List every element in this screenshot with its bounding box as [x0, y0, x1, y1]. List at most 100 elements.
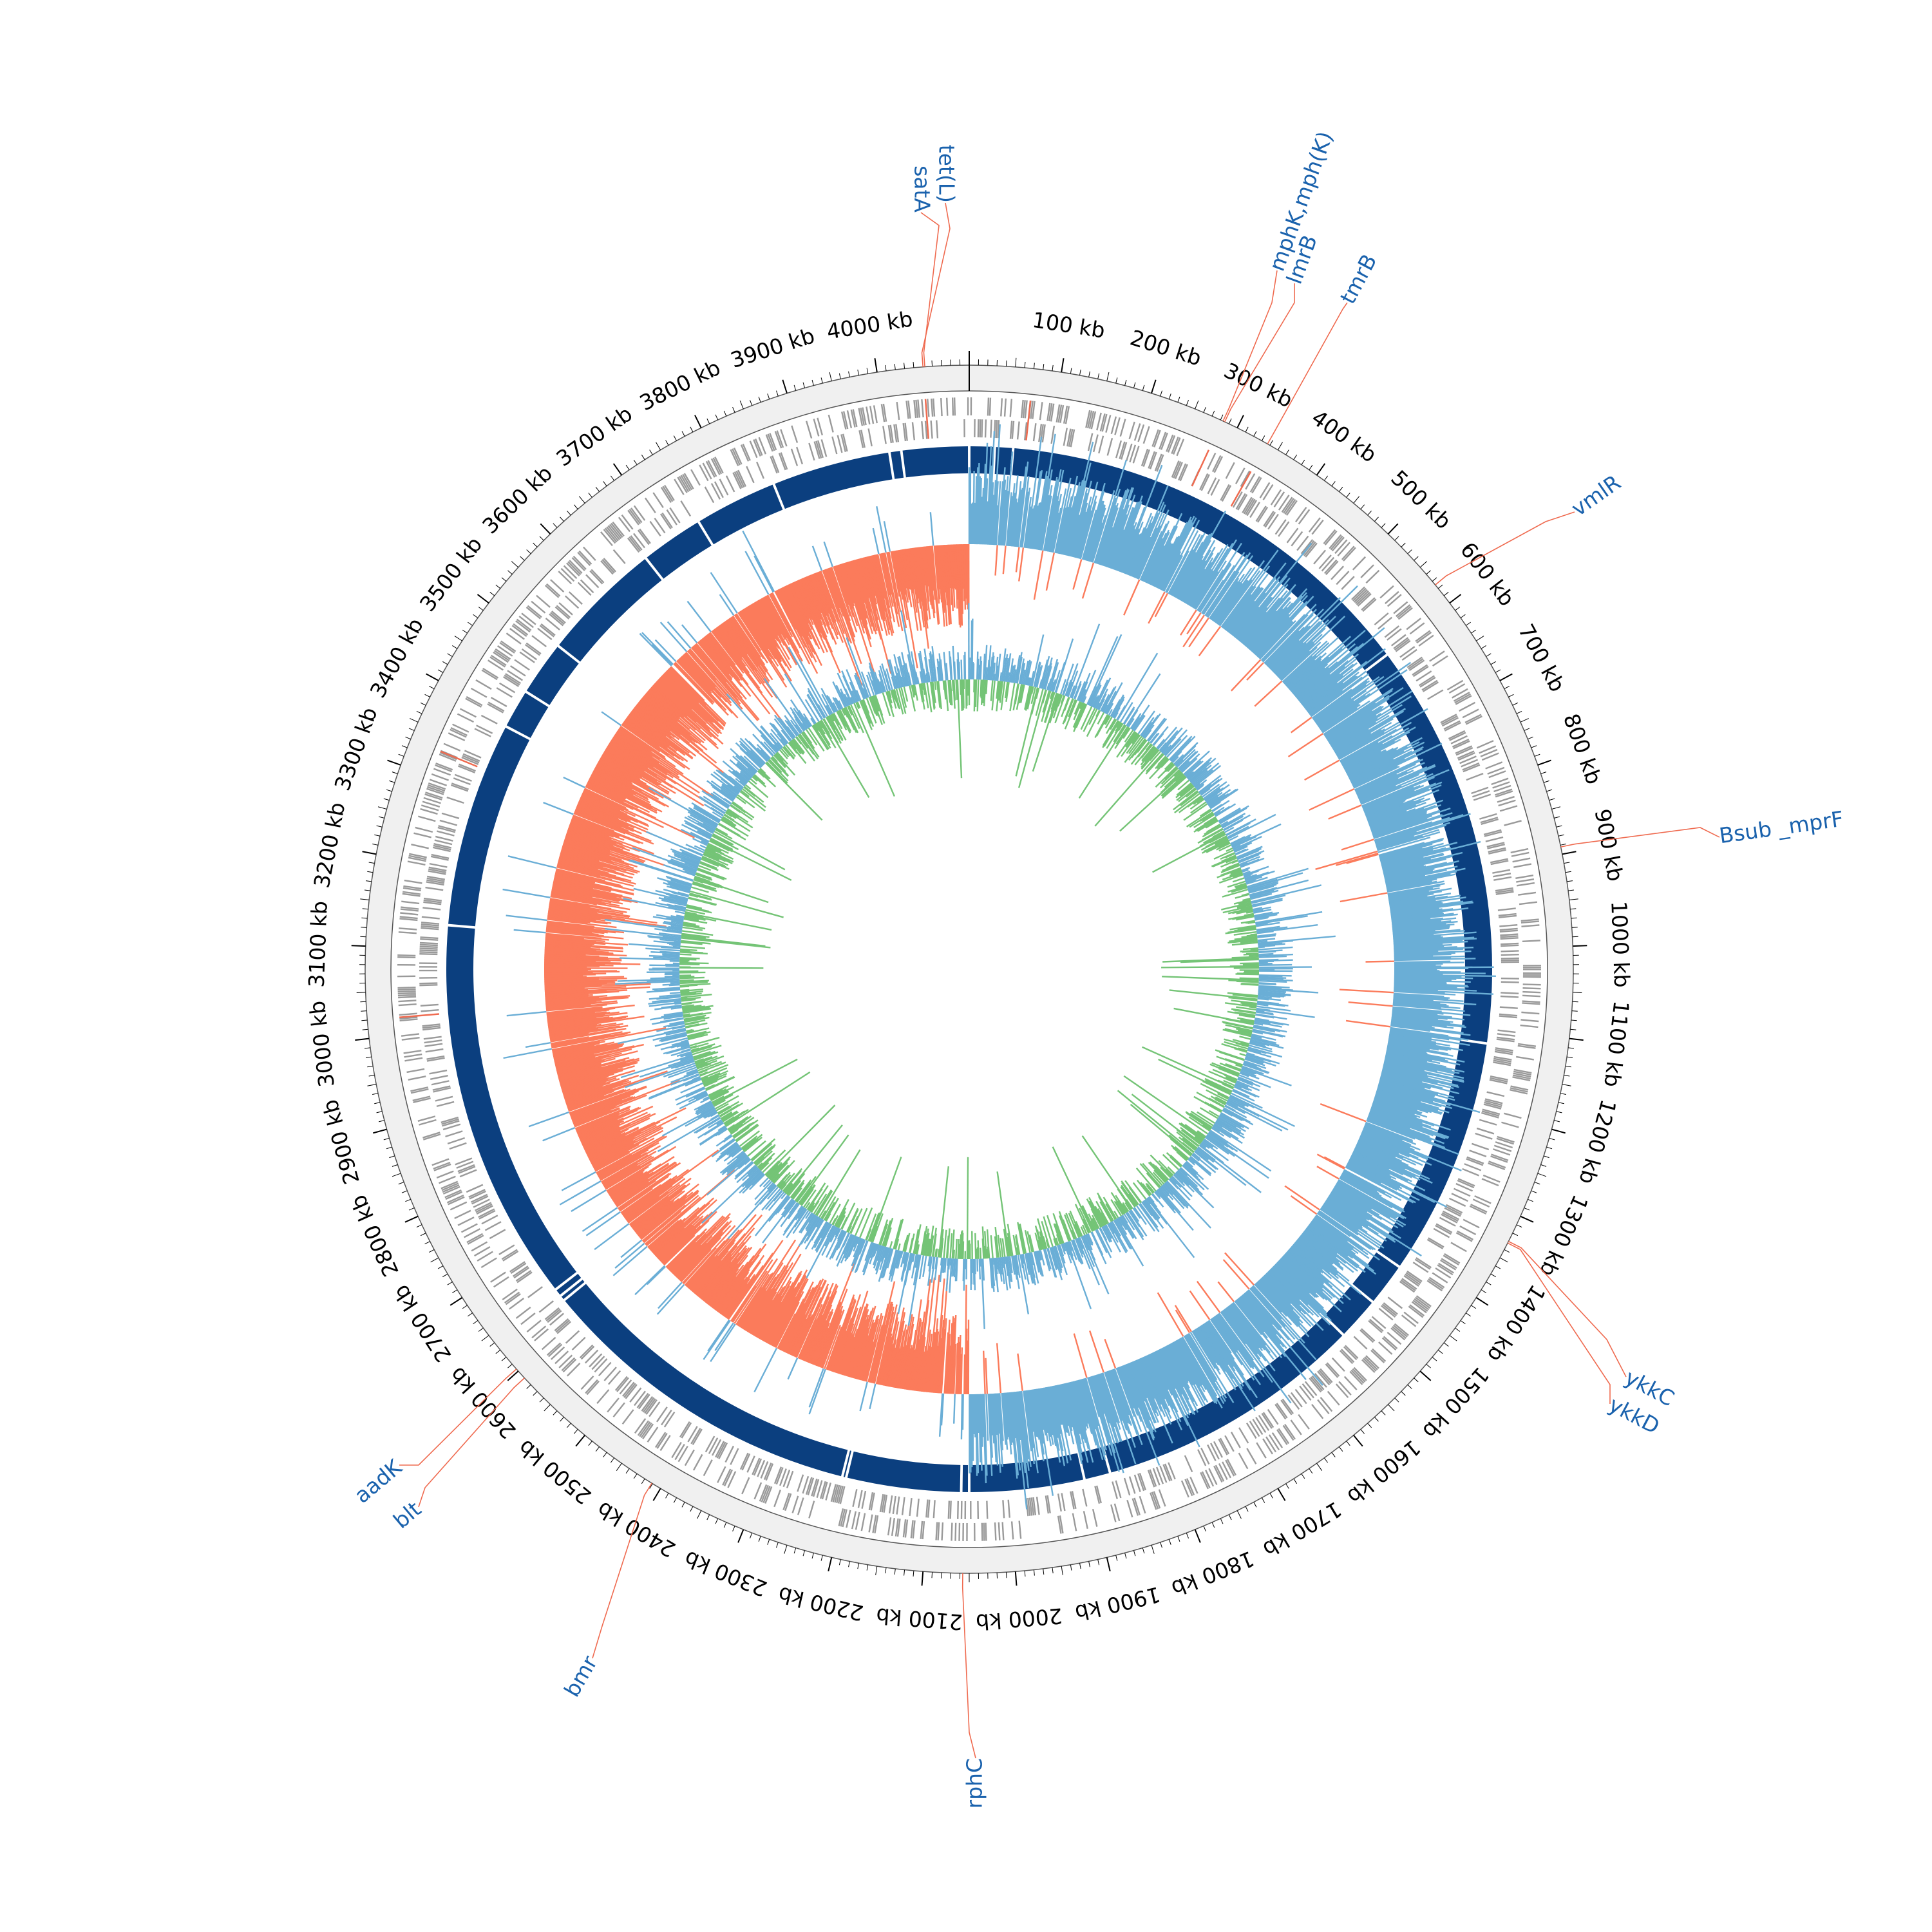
gc-skew-bar: [981, 464, 987, 545]
gc-skew-bar: [1378, 837, 1431, 853]
gc-skew-bar: [1235, 1300, 1283, 1359]
gc-skew-bar: [1346, 853, 1379, 864]
cds-mark: [422, 800, 440, 808]
gc-skew-bar: [753, 1293, 779, 1336]
ruler-tick: [447, 653, 453, 657]
gc-skew-bar: [1066, 480, 1086, 556]
cds-mark: [1414, 1258, 1431, 1270]
cds-mark: [708, 1437, 719, 1454]
cds-mark: [1500, 935, 1519, 938]
gc-skew-bar: [1382, 853, 1444, 871]
cds-mark: [1452, 738, 1470, 748]
gc-skew-bar: [1308, 676, 1358, 714]
ruler-tick: [811, 1553, 814, 1559]
gc-skew-bar: [718, 1271, 750, 1314]
cds-mark: [660, 487, 672, 503]
gc-skew-bar: [925, 1333, 933, 1392]
gc-skew-bar: [1378, 837, 1444, 857]
gc-skew-bar: [760, 1282, 794, 1341]
cds-mark: [1351, 586, 1365, 600]
ruler-tick: [361, 1010, 367, 1012]
cds-mark: [1419, 676, 1436, 688]
cds-mark: [505, 673, 522, 685]
ruler-tick: [1531, 745, 1537, 748]
gc-skew-bar: [1392, 929, 1465, 938]
cds-mark: [423, 1036, 442, 1040]
gc-skew-bar: [1328, 708, 1383, 743]
cds-mark: [1160, 432, 1168, 450]
gc-skew-bar: [1040, 1388, 1052, 1446]
cds-mark: [1281, 497, 1293, 513]
cds-mark: [935, 1522, 938, 1540]
cds-mark: [887, 1517, 892, 1536]
cds-mark: [773, 1490, 781, 1508]
cds-mark: [1057, 404, 1063, 423]
cds-mark: [1344, 1345, 1359, 1359]
gc-skew-bar: [1321, 1204, 1359, 1231]
gc-skew-bar: [1199, 1325, 1256, 1412]
cds-mark: [868, 1492, 874, 1511]
gc-skew-bar: [1119, 506, 1146, 573]
gc-skew-bar: [1186, 612, 1202, 635]
ruler-tick: [1401, 542, 1406, 547]
gc-skew-bar: [777, 1298, 805, 1350]
gc-skew-bar: [1380, 846, 1434, 862]
gc-skew-bar: [1293, 1243, 1345, 1287]
gc-skew-bar: [1311, 688, 1352, 719]
cds-mark: [400, 908, 419, 912]
contig-segment: [847, 1451, 961, 1492]
gc-skew-bar: [1196, 1280, 1221, 1313]
ruler-tick: [1387, 523, 1399, 535]
cds-mark: [1171, 460, 1180, 478]
cds-mark: [1065, 406, 1070, 424]
gc-skew-bar: [1394, 987, 1438, 992]
gc-skew-bar: [1206, 1321, 1258, 1399]
ruler-tick-label: 1200 kb: [1574, 1097, 1621, 1187]
cds-mark: [873, 405, 878, 424]
cds-mark: [1501, 957, 1519, 960]
cds-mark: [1099, 413, 1106, 431]
ruler-tick: [1160, 1542, 1163, 1548]
ruler-tick: [1151, 1545, 1155, 1554]
ruler-tick: [1301, 1473, 1305, 1479]
gc-skew-bar: [1374, 1096, 1418, 1112]
ruler-tick: [1070, 1564, 1072, 1571]
cds-mark: [1493, 873, 1511, 878]
cds-mark: [1278, 521, 1290, 537]
gc-skew-bar: [1151, 543, 1174, 587]
cds-mark: [1494, 1050, 1513, 1056]
cds-mark: [1092, 1509, 1098, 1527]
cds-mark: [427, 784, 446, 792]
gc-skew-bar: [1379, 842, 1444, 862]
gc-skew-bar: [1390, 902, 1443, 911]
cds-mark: [1412, 1300, 1428, 1312]
cds-mark: [779, 1468, 787, 1486]
ruler-tick: [1460, 614, 1466, 618]
gc-skew-bar: [1112, 1368, 1138, 1435]
ruler-tick-label: 2500 kb: [513, 1435, 596, 1510]
gc-skew-bar: [1037, 469, 1053, 551]
cds-mark: [1520, 1024, 1539, 1028]
cds-mark: [860, 407, 865, 426]
gc-skew-bar: [1384, 868, 1435, 881]
gc-skew-bar: [1318, 1211, 1374, 1251]
gc-skew-bar: [1130, 486, 1169, 576]
gc-skew-bar: [656, 1283, 685, 1315]
cds-mark: [642, 1423, 654, 1439]
gc-skew-bar: [1319, 693, 1371, 730]
cds-mark: [1471, 786, 1489, 795]
gc-skew-bar: [1179, 1338, 1218, 1405]
ruler-tick: [462, 1305, 468, 1309]
gc-skew-bar: [1074, 497, 1092, 558]
gc-skew-bar: [1096, 505, 1117, 565]
gc-skew-bar: [1012, 1392, 1021, 1463]
cds-mark: [1159, 431, 1167, 450]
gc-skew-bar: [1170, 1343, 1194, 1386]
cds-mark: [1455, 745, 1473, 754]
gc-skew-bar: [1157, 1350, 1191, 1416]
cds-mark: [426, 788, 444, 795]
gc-skew-bar: [1112, 507, 1135, 569]
gc-skew-bar: [1297, 627, 1385, 700]
gc-skew-bar: [1251, 1285, 1282, 1320]
gc-skew-bar: [1054, 477, 1072, 553]
